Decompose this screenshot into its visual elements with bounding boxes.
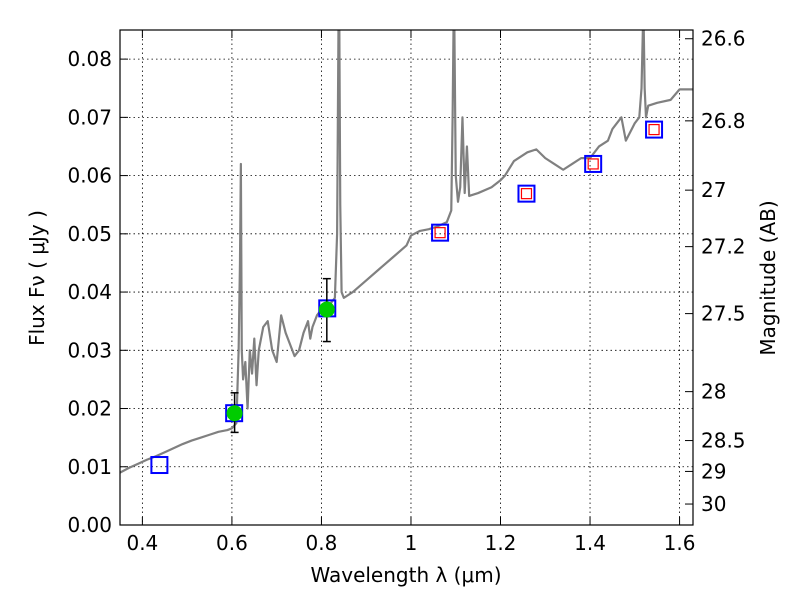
model-square	[517, 184, 536, 203]
plot-background	[120, 30, 693, 525]
y-tick-label: 0.04	[67, 280, 112, 304]
y-tick-label: 0.03	[67, 338, 112, 362]
x-tick-label: 0.4	[126, 531, 158, 555]
model-square	[150, 456, 169, 475]
y-tick-label: 0.05	[67, 222, 112, 246]
x-tick-label: 1.2	[485, 531, 517, 555]
x-axis-label: Wavelength λ (μm)	[310, 563, 501, 587]
y-axis-left: 0.00 0.01 0.02 0.03 0.04 0.05 0.06 0.07 0.08	[67, 47, 128, 537]
plot-frame	[119, 29, 694, 526]
y-tick-label: 0.07	[67, 105, 112, 129]
y2-tick-label: 30	[701, 492, 726, 516]
x-tick-label: 1.6	[664, 531, 696, 555]
upper-limit-mark	[587, 158, 599, 170]
x-tick-label: 1.4	[574, 531, 606, 555]
model-square	[645, 120, 664, 139]
x-axis: 0.4 0.6 0.8 1 1.2 1.4 1.6	[126, 30, 695, 555]
y2-tick-label: 27.2	[701, 235, 746, 259]
upper-limit-mark	[520, 188, 533, 200]
y2-tick-label: 29	[701, 459, 726, 483]
y2-tick-label: 26.6	[701, 27, 746, 51]
y2-tick-label: 27	[701, 178, 726, 202]
upper-limit-mark	[648, 123, 660, 136]
model-square	[431, 223, 450, 242]
grid-lines	[120, 30, 693, 525]
y-axis-right-label: Magnitude (AB)	[756, 200, 780, 355]
y2-tick-label: 27.5	[701, 302, 746, 326]
y-tick-label: 0.01	[67, 455, 112, 479]
marker-layer	[150, 120, 664, 475]
x-tick-label: 0.6	[216, 531, 248, 555]
x-tick-label: 1	[405, 531, 418, 555]
y-axis-label: Flux Fν ( μJy )	[25, 210, 49, 346]
y-tick-label: 0.06	[67, 164, 112, 188]
upper-limit-mark	[434, 227, 446, 239]
y2-tick-label: 28	[701, 380, 726, 404]
y-tick-label: 0.08	[67, 47, 112, 71]
y-tick-label: 0.00	[67, 513, 112, 537]
y2-tick-label: 26.8	[701, 109, 746, 133]
observed-point	[318, 301, 335, 318]
model-square	[584, 154, 603, 173]
y-axis-right: 26.6 26.8 27 27.2 27.5 28 28.5 29 30	[685, 27, 746, 516]
y2-tick-label: 28.5	[701, 429, 746, 453]
y-tick-label: 0.02	[67, 397, 112, 421]
x-tick-label: 0.8	[306, 531, 338, 555]
observed-point	[226, 405, 243, 422]
